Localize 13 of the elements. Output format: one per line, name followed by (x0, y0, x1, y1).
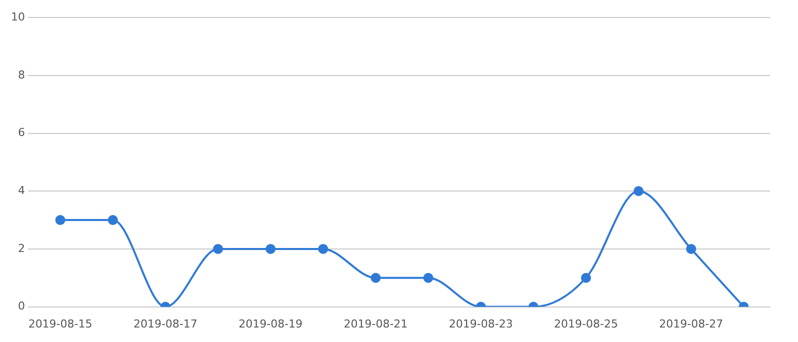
x-tick-label: 2019-08-17 (133, 317, 198, 330)
x-tick-label: 2019-08-23 (448, 317, 513, 330)
x-tick-label: 2019-08-21 (344, 317, 408, 330)
x-tick-label: 2019-08-19 (238, 317, 303, 330)
x-tick-label: 2019-08-27 (659, 317, 724, 330)
y-tick-label: 4 (18, 184, 25, 197)
y-tick-label: 10 (10, 10, 25, 24)
y-tick-label: 2 (18, 242, 25, 255)
x-tick-label: 2019-08-25 (554, 317, 618, 330)
y-tick-label: 8 (18, 68, 25, 82)
y-tick-label: 0 (18, 300, 25, 313)
y-tick-label: 6 (18, 126, 25, 140)
x-tick-label: 2019-08-15 (28, 317, 92, 330)
